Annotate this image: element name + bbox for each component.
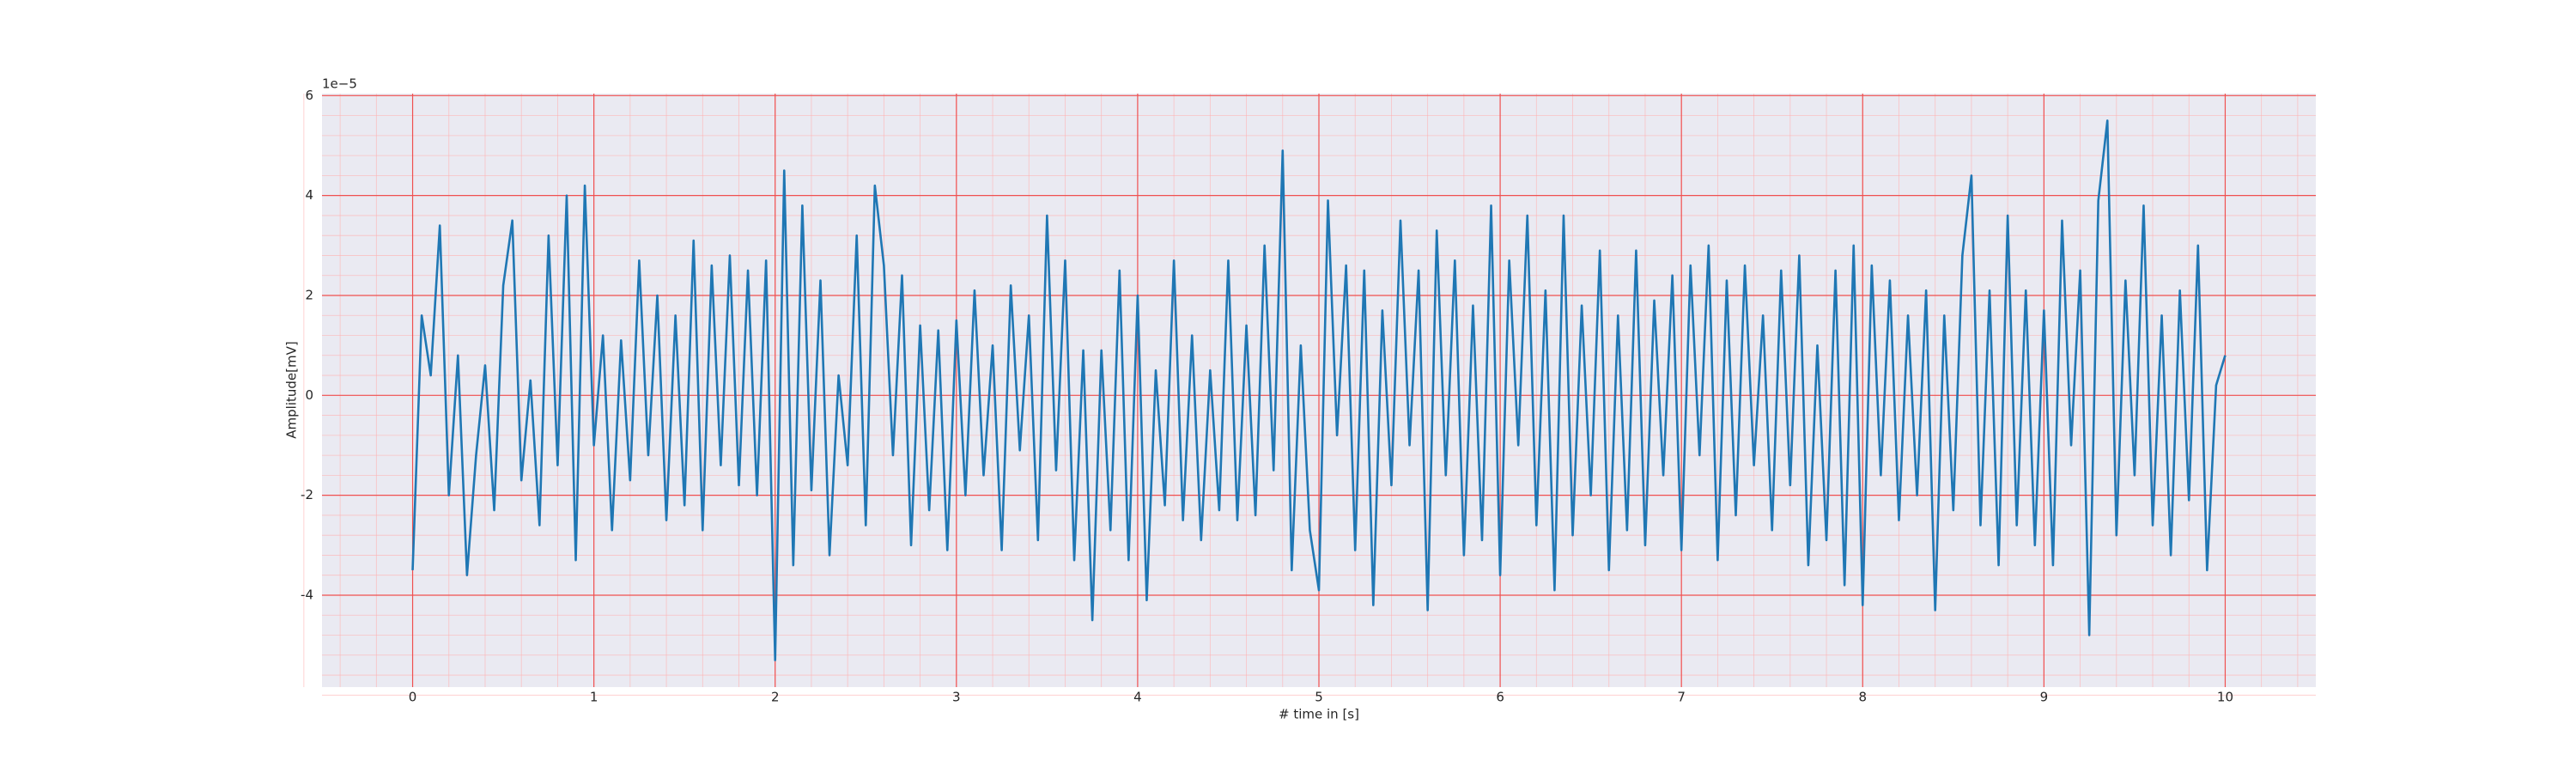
y-tick-label: 4 — [305, 187, 313, 203]
y-tick-label: -2 — [301, 487, 313, 502]
x-tick-label: 8 — [1858, 690, 1867, 705]
y-tick-label: 0 — [305, 387, 313, 403]
x-tick-label: 0 — [409, 690, 417, 705]
y-tick-label: -4 — [301, 587, 313, 602]
x-tick-label: 5 — [1315, 690, 1323, 705]
y-axis-label: Amplitude[mV] — [284, 341, 300, 438]
x-tick-label: 10 — [2217, 690, 2233, 705]
x-tick-label: 9 — [2040, 690, 2049, 705]
y-tick-label: 6 — [305, 88, 313, 103]
x-tick-label: 1 — [590, 690, 598, 705]
x-tick-label: 3 — [952, 690, 961, 705]
x-tick-label: 7 — [1677, 690, 1686, 705]
x-tick-label: 2 — [771, 690, 780, 705]
y-offset-label: 1e−5 — [322, 76, 357, 92]
x-tick-label: 4 — [1133, 690, 1142, 705]
x-tick-label: 6 — [1496, 690, 1504, 705]
x-axis-label: # time in [s] — [1279, 707, 1359, 722]
y-tick-label: 2 — [305, 287, 313, 302]
signal-line — [411, 119, 2227, 661]
